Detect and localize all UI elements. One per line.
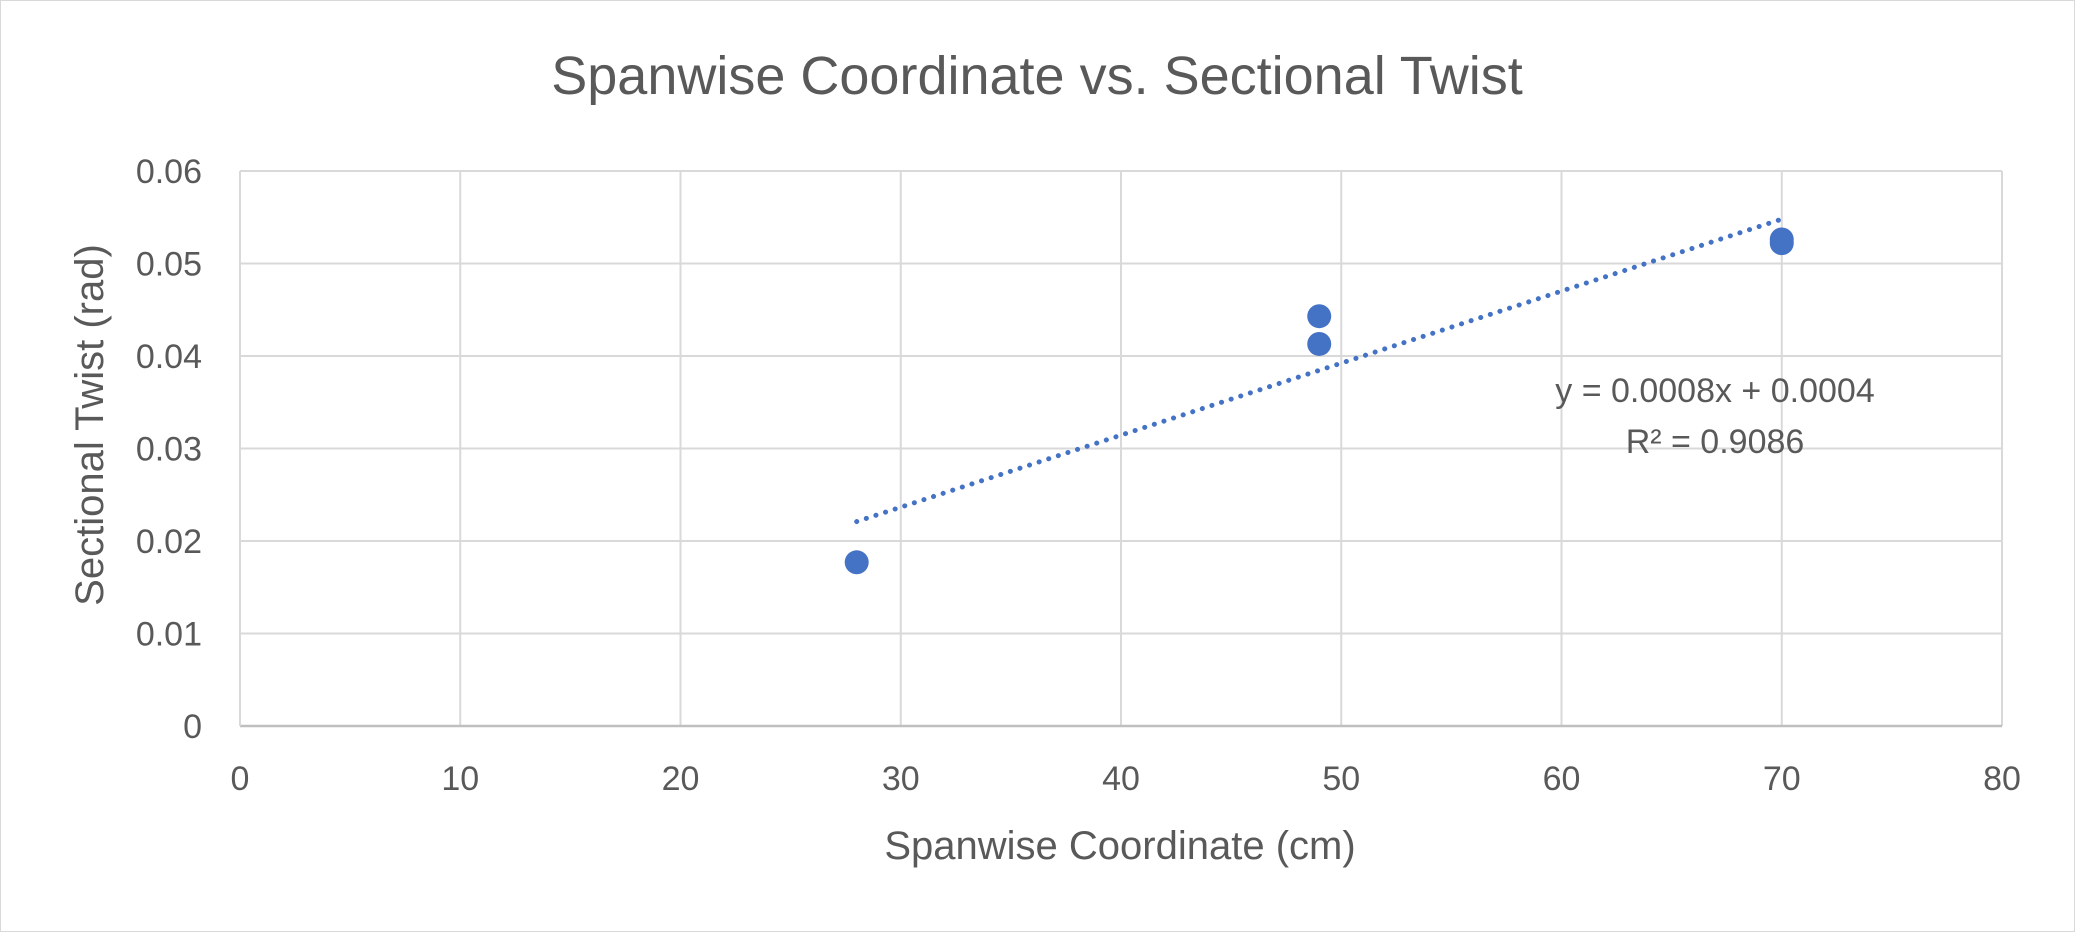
y-tick-label: 0.06 — [136, 153, 202, 191]
x-tick-label: 40 — [1102, 760, 1140, 798]
y-tick-label: 0.05 — [136, 246, 202, 284]
x-axis-title: Spanwise Coordinate (cm) — [884, 824, 1355, 868]
x-tick-label: 80 — [1983, 760, 2021, 798]
x-tick-label: 50 — [1322, 760, 1360, 798]
data-points — [844, 227, 1794, 575]
x-tick-label: 20 — [662, 760, 700, 798]
trendline — [854, 216, 1785, 525]
chart-title: Spanwise Coordinate vs. Sectional Twist — [551, 46, 1523, 106]
y-tick-labels: 0 0.01 0.02 0.03 0.04 0.05 0.06 — [136, 153, 202, 746]
y-axis-title: Sectional Twist (rad) — [68, 244, 112, 606]
trendline-group — [854, 216, 1785, 525]
data-point — [1769, 231, 1794, 256]
gridlines — [240, 170, 2003, 726]
x-tick-label: 10 — [441, 760, 479, 798]
y-tick-label: 0.03 — [136, 431, 202, 469]
x-tick-labels: 0 10 20 30 40 50 60 70 80 — [231, 760, 2021, 798]
x-tick-label: 30 — [882, 760, 920, 798]
data-point — [1307, 331, 1332, 356]
trendline-equation: y = 0.0008x + 0.0004 — [1555, 372, 1874, 410]
axes — [239, 171, 2002, 728]
trendline-r-squared: R² = 0.9086 — [1626, 423, 1805, 461]
data-point — [1307, 304, 1332, 329]
x-tick-label: 60 — [1543, 760, 1581, 798]
y-tick-label: 0 — [183, 708, 202, 746]
x-tick-label: 70 — [1763, 760, 1801, 798]
data-point — [844, 550, 869, 575]
y-tick-label: 0.04 — [136, 338, 202, 376]
x-tick-label: 0 — [231, 760, 250, 798]
y-tick-label: 0.01 — [136, 616, 202, 654]
y-tick-label: 0.02 — [136, 523, 202, 561]
